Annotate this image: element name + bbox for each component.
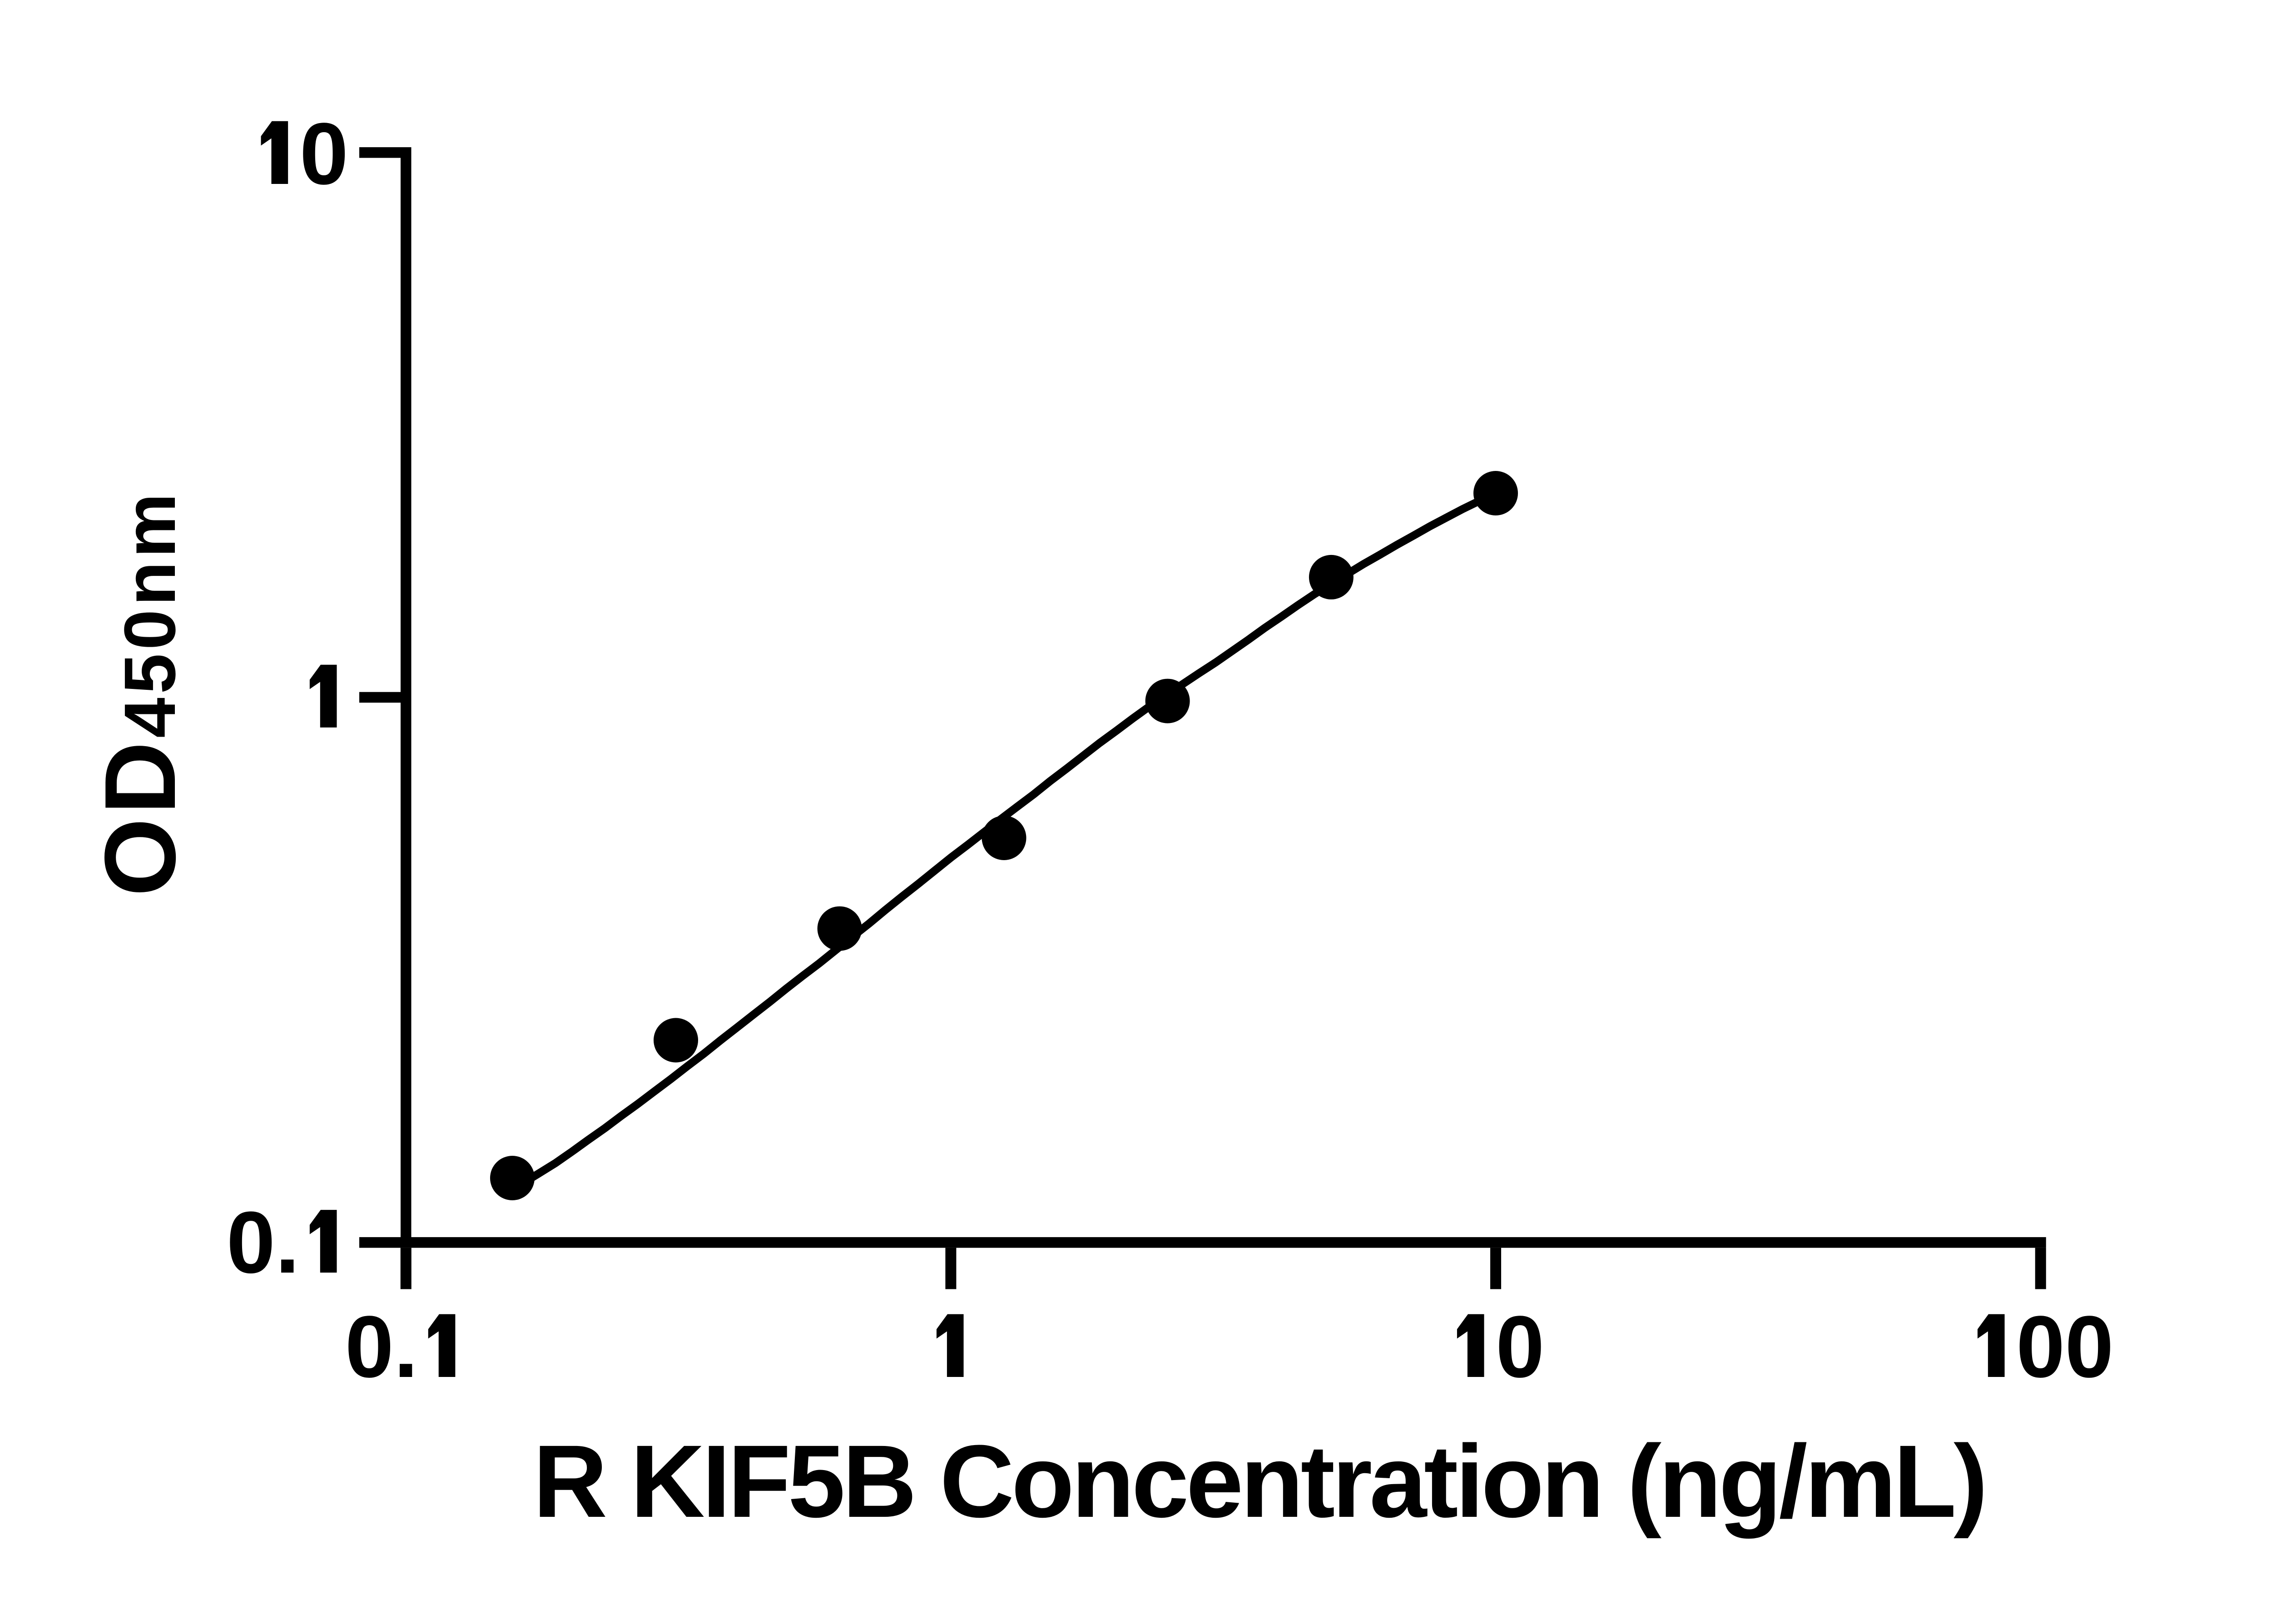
svg-text:00: 00 <box>2016 1297 2114 1396</box>
svg-text:0: 0 <box>1496 1297 1544 1396</box>
svg-text:R KIF5B Concentration (ng/mL): R KIF5B Concentration (ng/mL) <box>533 1424 1985 1539</box>
svg-text:0.: 0. <box>345 1297 418 1396</box>
svg-text:OD450nm: OD450nm <box>84 490 197 896</box>
svg-text:0.: 0. <box>227 1193 300 1291</box>
svg-text:0: 0 <box>300 104 348 203</box>
